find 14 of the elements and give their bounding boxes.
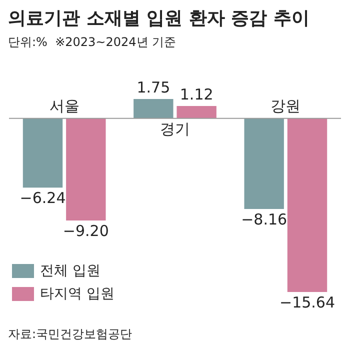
x-tick-label: 서울 (49, 96, 80, 115)
data-label: 1.12 (180, 85, 214, 104)
legend-label: 타지역 입원 (40, 285, 114, 303)
x-tick-label: 강원 (270, 96, 301, 115)
data-label: 1.75 (136, 78, 170, 96)
chart-title: 의료기관 소재별 입원 환자 증감 추이 (8, 7, 310, 30)
data-label: −6.24 (20, 189, 66, 208)
data-label: −9.20 (62, 222, 109, 240)
legend-label: 전체 입원 (40, 262, 100, 280)
text: 자료:국민건강보험공단 (8, 327, 132, 341)
x-tick-label: 경기 (160, 120, 190, 138)
data-label: −15.64 (279, 293, 336, 312)
data-label: −8.16 (241, 210, 288, 228)
chart-subtitle: 단위:% ※2023~2024년 기준 (8, 34, 176, 51)
